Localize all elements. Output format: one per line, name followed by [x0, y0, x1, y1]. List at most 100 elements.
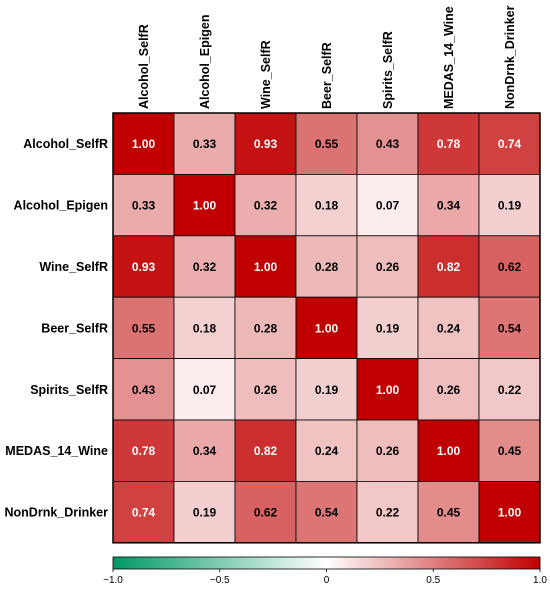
heatmap-cell: [356, 173, 419, 237]
heatmap-cell: [173, 419, 236, 482]
cell-value-label: 0.43: [132, 383, 156, 397]
heatmap-cell: [417, 173, 480, 237]
column-label: Wine_SelfR: [259, 40, 273, 109]
cell-value-label: 1.00: [315, 321, 339, 335]
colorbar-tick-label: 0.5: [426, 575, 440, 586]
row-label: Spirits_SelfR: [30, 383, 108, 397]
cell-value-label: 0.34: [193, 444, 217, 458]
cell-value-label: 0.78: [437, 137, 461, 151]
cell-value-label: 0.19: [498, 199, 522, 213]
heatmap-cell: [356, 112, 419, 175]
column-label: MEDAS_14_Wine: [442, 6, 456, 109]
cell-value-label: 1.00: [193, 199, 217, 213]
column-label: Alcohol_Epigen: [198, 15, 212, 109]
cell-value-label: 1.00: [498, 506, 522, 520]
row-label: Alcohol_SelfR: [23, 137, 108, 151]
heatmap-cell: [478, 480, 541, 544]
heatmap-cell: [417, 112, 480, 175]
heatmap-cell: [356, 419, 419, 482]
cell-value-label: 0.18: [193, 321, 217, 335]
heatmap-cell: [112, 358, 175, 421]
cell-value-label: 0.93: [254, 137, 278, 151]
cell-value-label: 0.62: [498, 260, 522, 274]
cell-value-label: 0.19: [193, 506, 217, 520]
cell-value-label: 0.28: [254, 321, 278, 335]
cell-value-label: 0.62: [254, 506, 278, 520]
heatmap-cell: [234, 419, 297, 482]
heatmap-cell: [173, 296, 236, 360]
heatmap-cell: [478, 419, 541, 482]
cell-value-label: 0.24: [315, 444, 339, 458]
cell-value-label: 0.54: [498, 321, 522, 335]
row-labels: Alcohol_SelfR Alcohol_Epigen Wine_SelfR Bee…: [5, 137, 109, 519]
heatmap-cell: [356, 480, 419, 544]
cell-value-label: 0.82: [437, 260, 461, 274]
cell-value-label: 0.07: [376, 199, 400, 213]
heatmap-cells: 1.00 0.33 0.93 0.55 0.43 0.78 0.74 0.33 1.00 0.32…: [112, 112, 541, 544]
cell-value-label: 0.54: [315, 506, 339, 520]
heatmap-cell: [295, 480, 358, 544]
heatmap-cell: [234, 173, 297, 237]
cell-value-label: 0.34: [437, 199, 461, 213]
cell-value-label: 0.26: [376, 444, 400, 458]
heatmap-cell: [417, 235, 480, 298]
heatmap-cell: [234, 358, 297, 421]
heatmap-cell: [417, 480, 480, 544]
heatmap-cell: [295, 112, 358, 175]
cell-value-label: 0.22: [498, 383, 522, 397]
heatmap-cell: [295, 296, 358, 360]
heatmap-cell: [356, 235, 419, 298]
colorbar-tick-label: −0.5: [210, 575, 230, 586]
heatmap-cell: [234, 235, 297, 298]
heatmap-cell: [478, 296, 541, 360]
cell-value-label: 0.26: [437, 383, 461, 397]
heatmap-cell: [478, 173, 541, 237]
column-label: Spirits_SelfR: [381, 31, 395, 109]
column-label: NonDrnk_Drinker: [503, 5, 517, 109]
cell-value-label: 0.45: [498, 444, 522, 458]
column-labels: Alcohol_SelfR Alcohol_Epigen Wine_SelfR Bee…: [137, 5, 517, 109]
cell-value-label: 0.45: [437, 506, 461, 520]
heatmap-cell: [417, 296, 480, 360]
cell-value-label: 0.55: [315, 137, 339, 151]
cell-value-label: 0.24: [437, 321, 461, 335]
cell-value-label: 0.55: [132, 321, 156, 335]
cell-value-label: 0.74: [132, 506, 156, 520]
heatmap-frame: [112, 112, 541, 544]
row-label: NonDrnk_Drinker: [5, 506, 109, 520]
cell-value-label: 0.93: [132, 260, 156, 274]
cell-value-label: 0.26: [254, 383, 278, 397]
cell-value-label: 0.19: [376, 321, 400, 335]
heatmap-cell: [173, 235, 236, 298]
colorbar-gradient: [112, 556, 541, 570]
cell-value-label: 1.00: [376, 383, 400, 397]
cell-value-label: 0.33: [193, 137, 217, 151]
column-label: Beer_SelfR: [320, 42, 334, 109]
heatmap-cell: [478, 235, 541, 298]
row-label: MEDAS_14_Wine: [5, 444, 108, 458]
heatmap-cell: [112, 296, 175, 360]
row-label: Wine_SelfR: [39, 260, 108, 274]
cell-value-label: 0.82: [254, 444, 278, 458]
colorbar-tick-label: −1.0: [103, 575, 123, 586]
cell-value-label: 0.74: [498, 137, 522, 151]
cell-value-label: 0.32: [193, 260, 217, 274]
cell-value-label: 1.00: [132, 137, 156, 151]
colorbar-tick-label: 0: [324, 575, 330, 586]
cell-value-label: 0.07: [193, 383, 217, 397]
cell-value-label: 0.22: [376, 506, 400, 520]
colorbar-ticks: −1.0 −0.5 0 0.5 1.0: [103, 569, 547, 586]
cell-value-label: 0.28: [315, 260, 339, 274]
row-label: Alcohol_Epigen: [14, 199, 108, 213]
colorbar-tick-label: 1.0: [533, 575, 547, 586]
cell-value-label: 0.33: [132, 199, 156, 213]
row-label: Beer_SelfR: [41, 321, 108, 335]
cell-value-label: 0.26: [376, 260, 400, 274]
cell-value-label: 1.00: [437, 444, 461, 458]
cell-value-label: 0.19: [315, 383, 339, 397]
cell-value-label: 0.78: [132, 444, 156, 458]
cell-value-label: 0.43: [376, 137, 400, 151]
cell-value-label: 0.18: [315, 199, 339, 213]
cell-value-label: 1.00: [254, 260, 278, 274]
